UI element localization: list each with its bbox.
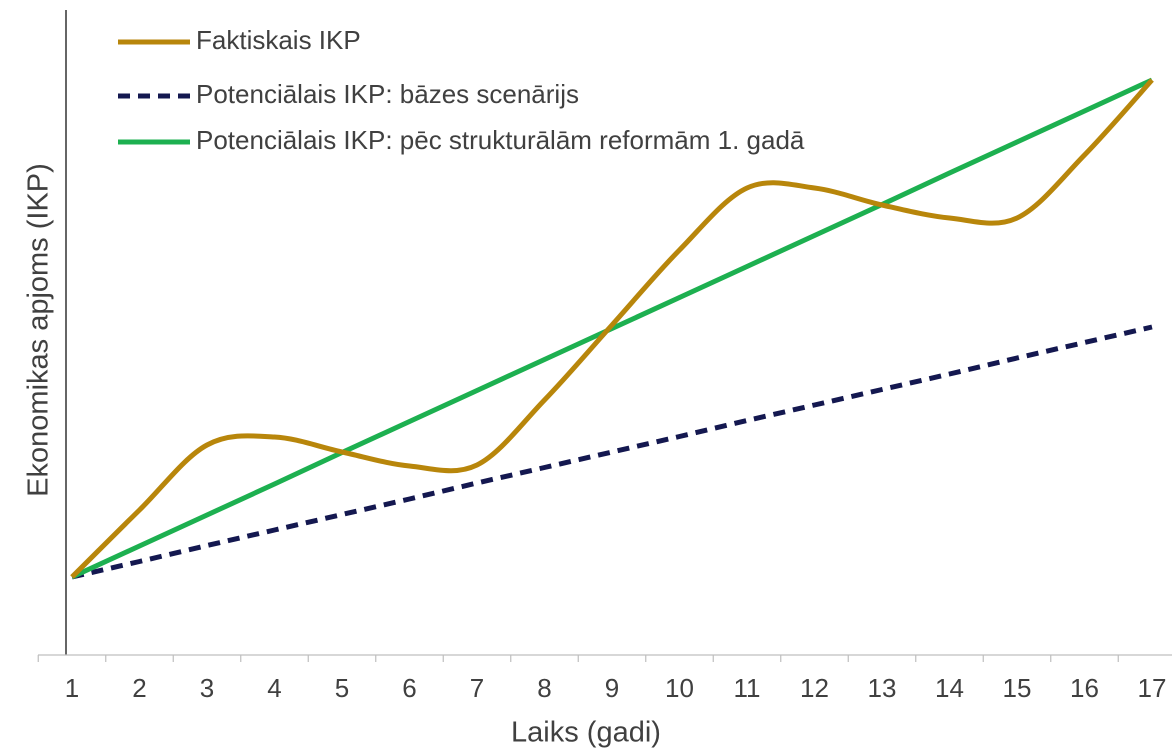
x-tick-label: 5 (335, 673, 349, 703)
x-tick-label: 1 (65, 673, 79, 703)
x-tick-label: 8 (537, 673, 551, 703)
x-axis-title: Laiks (gadi) (511, 717, 661, 749)
legend-label: Potenciālais IKP: pēc strukturālām refor… (196, 125, 805, 155)
legend-label: Potenciālais IKP: bāzes scenārijs (196, 79, 579, 109)
legend-label: Faktiskais IKP (196, 25, 361, 55)
x-tick-label: 4 (267, 673, 281, 703)
series-line (70, 78, 1154, 579)
x-tick-label: 13 (868, 673, 897, 703)
x-tick-label: 9 (605, 673, 619, 703)
x-tick-label: 14 (935, 673, 964, 703)
x-tick-label: 11 (734, 673, 761, 703)
x-tick-label: 6 (402, 673, 416, 703)
series-line (71, 324, 1153, 580)
x-tick-label: 3 (200, 673, 214, 703)
y-axis-title: Ekonomikas apjoms (IKP) (23, 163, 55, 497)
x-tick-label: 10 (665, 673, 694, 703)
x-tick-label: 7 (470, 673, 484, 703)
x-tick-label: 17 (1138, 673, 1167, 703)
x-tick-label: 16 (1070, 673, 1099, 703)
x-tick-label: 12 (800, 673, 829, 703)
x-tick-label: 15 (1003, 673, 1032, 703)
x-tick-label: 2 (132, 673, 146, 703)
